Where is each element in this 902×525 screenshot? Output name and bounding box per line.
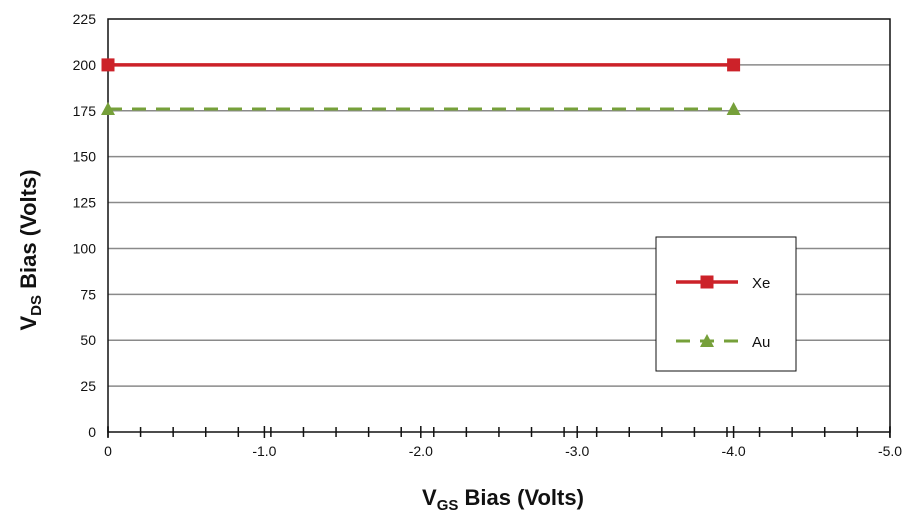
series-xe: [101, 58, 741, 72]
x-axis-title-subscript: GS: [437, 497, 459, 514]
legend: Xe Au: [655, 236, 797, 372]
y-axis-title-rest: Bias (Volts): [16, 169, 41, 295]
series-layer: [101, 58, 741, 115]
x-axis: 0 -1.0 -2.0 -3.0 -4.0 -5.0: [104, 426, 902, 459]
y-axis: 0 25 50 75 100 125 150 175 200 225: [73, 11, 97, 440]
x-tick-label: -3.0: [565, 443, 589, 459]
y-tick-label: 75: [80, 286, 96, 302]
y-tick-label: 225: [73, 11, 97, 27]
x-axis-title-rest: Bias (Volts): [458, 485, 584, 510]
series-au: [101, 101, 741, 115]
y-axis-title-main: V: [16, 316, 41, 331]
data-point-au: [726, 101, 741, 115]
legend-label: Au: [752, 334, 770, 351]
y-tick-label: 50: [80, 332, 96, 348]
data-point-xe: [727, 58, 741, 72]
legend-item-au: Au: [676, 334, 770, 351]
y-tick-label: 150: [73, 149, 97, 165]
legend-item-xe: Xe: [676, 275, 770, 292]
legend-marker: [700, 334, 714, 347]
x-tick-label: 0: [104, 443, 112, 459]
y-axis-title: VDS Bias (Volts): [16, 169, 45, 330]
x-tick-label: -1.0: [252, 443, 276, 459]
y-tick-label: 25: [80, 378, 96, 394]
x-tick-label: -4.0: [722, 443, 746, 459]
legend-label: Xe: [752, 275, 770, 292]
y-tick-label: 100: [73, 240, 97, 256]
y-tick-label: 200: [73, 57, 97, 73]
y-tick-label: 0: [88, 424, 96, 440]
data-point-au: [101, 101, 115, 115]
x-axis-title-main: V: [422, 485, 437, 510]
y-axis-title-subscript: DS: [28, 295, 45, 316]
legend-marker: [700, 275, 714, 289]
legend-box: [655, 236, 797, 372]
data-point-xe: [101, 58, 115, 72]
grid-lines: [108, 64, 890, 387]
x-tick-label: -5.0: [878, 443, 902, 459]
y-tick-label: 125: [73, 195, 97, 211]
x-axis-title: VGS Bias (Volts): [422, 485, 584, 514]
x-tick-label: -2.0: [409, 443, 433, 459]
y-tick-label: 175: [73, 103, 97, 119]
